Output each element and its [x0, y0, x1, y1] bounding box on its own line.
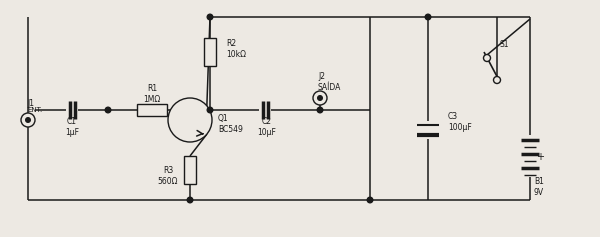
- Bar: [137, 104, 167, 116]
- Circle shape: [207, 107, 213, 113]
- Text: C3
100μF: C3 100μF: [448, 112, 472, 132]
- Text: R1
1MΩ: R1 1MΩ: [143, 84, 161, 104]
- Bar: [184, 156, 196, 184]
- Circle shape: [207, 14, 213, 20]
- Text: S1: S1: [500, 40, 509, 49]
- Text: B1
9V: B1 9V: [534, 177, 544, 197]
- Text: +: +: [536, 152, 544, 162]
- Text: R2
10kΩ: R2 10kΩ: [226, 39, 246, 59]
- Circle shape: [425, 14, 431, 20]
- Bar: [204, 38, 216, 66]
- Circle shape: [105, 107, 111, 113]
- Text: ENT.: ENT.: [27, 107, 42, 113]
- Text: J2
SAÍDA: J2 SAÍDA: [318, 72, 341, 92]
- Circle shape: [313, 91, 327, 105]
- Circle shape: [168, 98, 212, 142]
- Circle shape: [493, 77, 500, 83]
- Circle shape: [187, 197, 193, 203]
- Circle shape: [26, 118, 30, 122]
- Circle shape: [21, 113, 35, 127]
- Text: C1
1μF: C1 1μF: [65, 117, 79, 137]
- Circle shape: [367, 197, 373, 203]
- Text: Q1
BC549: Q1 BC549: [218, 114, 243, 134]
- Text: C2
10μF: C2 10μF: [257, 117, 277, 137]
- Text: J1: J1: [27, 100, 34, 109]
- Circle shape: [484, 55, 491, 61]
- Circle shape: [317, 107, 323, 113]
- Circle shape: [318, 96, 322, 100]
- Text: R3
560Ω: R3 560Ω: [158, 166, 178, 186]
